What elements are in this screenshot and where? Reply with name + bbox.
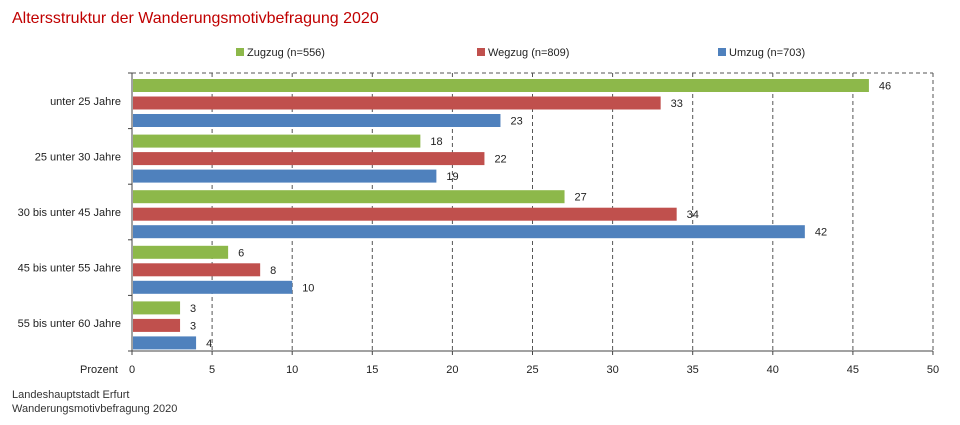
chart-title: Altersstruktur der Wanderungsmotivbefrag… xyxy=(12,10,379,27)
bar xyxy=(133,190,565,204)
x-tick-label: 25 xyxy=(526,364,538,376)
legend-swatch xyxy=(236,48,244,56)
category-label: unter 25 Jahre xyxy=(50,96,121,108)
legend-label: Wegzug (n=809) xyxy=(488,47,569,59)
source-line-2: Wanderungsmotivbefragung 2020 xyxy=(12,403,178,415)
x-tick-label: 30 xyxy=(606,364,618,376)
bar xyxy=(133,79,869,92)
bar xyxy=(133,96,661,110)
bar xyxy=(133,207,677,221)
legend: Zugzug (n=556) Wegzug (n=809) Umzug (n=703… xyxy=(236,47,805,59)
legend-label: Zugzug (n=556) xyxy=(247,47,325,59)
x-tick-label: 40 xyxy=(767,364,779,376)
bar xyxy=(133,263,261,277)
source-note: Landeshauptstadt Erfurt Wanderungsmotivb… xyxy=(12,388,177,416)
x-tick-label: 5 xyxy=(209,364,215,376)
bar xyxy=(133,245,229,259)
data-label: 3 xyxy=(190,320,196,332)
x-axis-title: Prozent xyxy=(80,364,118,376)
category-label: 45 bis unter 55 Jahre xyxy=(18,263,121,275)
x-tick-label: 15 xyxy=(366,364,378,376)
data-label: 33 xyxy=(671,98,683,110)
data-label: 3 xyxy=(190,303,196,315)
x-tick-label: 35 xyxy=(687,364,699,376)
data-label: 8 xyxy=(270,265,276,277)
data-label: 10 xyxy=(302,282,314,294)
x-tick-label: 20 xyxy=(446,364,458,376)
source-line-1: Landeshauptstadt Erfurt xyxy=(12,389,130,401)
bar xyxy=(133,225,805,239)
legend-swatch xyxy=(718,48,726,56)
category-label: 25 unter 30 Jahre xyxy=(35,151,121,163)
x-axis-ticks: 0 5 10 15 20 25 30 35 40 45 50 xyxy=(129,364,939,376)
data-label: 46 xyxy=(879,81,891,93)
category-label: 55 bis unter 60 Jahre xyxy=(18,318,121,330)
data-label: 19 xyxy=(446,171,458,183)
bar xyxy=(133,318,181,332)
category-label: 30 bis unter 45 Jahre xyxy=(18,207,121,219)
grid-lines xyxy=(128,72,934,355)
bar xyxy=(133,336,197,350)
data-label: 6 xyxy=(238,247,244,259)
bar xyxy=(133,280,293,294)
data-label: 42 xyxy=(815,227,827,239)
x-tick-label: 50 xyxy=(927,364,939,376)
data-label: 18 xyxy=(430,136,442,148)
data-label: 23 xyxy=(510,116,522,128)
legend-swatch xyxy=(477,48,485,56)
category-labels: unter 25 Jahre 25 unter 30 Jahre 30 bis un… xyxy=(18,96,121,330)
x-tick-label: 45 xyxy=(847,364,859,376)
legend-label: Umzug (n=703) xyxy=(729,47,805,59)
bar xyxy=(133,114,501,127)
data-label: 27 xyxy=(575,192,587,204)
bar xyxy=(133,134,421,148)
data-label: 22 xyxy=(494,154,506,166)
data-label: 4 xyxy=(206,338,212,350)
bar xyxy=(133,301,181,315)
x-tick-label: 10 xyxy=(286,364,298,376)
bar xyxy=(133,169,437,183)
data-label: 34 xyxy=(687,209,699,221)
x-tick-label: 0 xyxy=(129,364,135,376)
bar xyxy=(133,152,485,166)
